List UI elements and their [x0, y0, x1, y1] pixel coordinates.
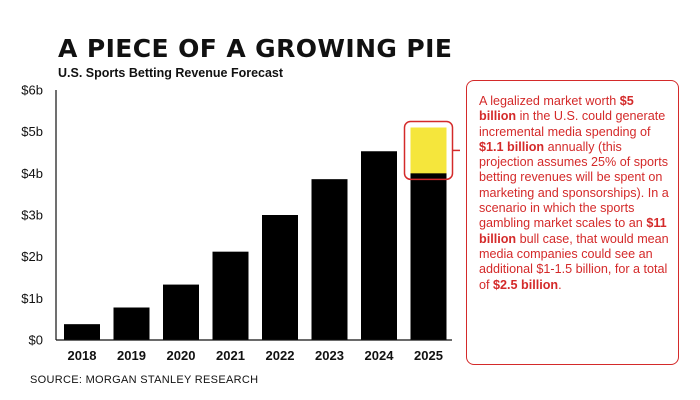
bar-2020: [163, 284, 199, 340]
y-tick-label: $0: [29, 333, 43, 348]
y-tick-label: $2b: [21, 249, 43, 264]
callout-text-segment: in the U.S. could generate incremental m…: [479, 109, 666, 139]
bar-2023: [311, 179, 348, 340]
y-tick-label: $4b: [21, 166, 43, 181]
x-tick-label: 2023: [315, 348, 344, 363]
y-tick-label: $6b: [21, 83, 43, 98]
x-tick-label: 2019: [117, 348, 146, 363]
bar-2024: [361, 151, 397, 340]
callout-box: A legalized market worth $5 billion in t…: [466, 80, 679, 365]
bar-highlight-2025: [410, 127, 447, 174]
x-tick-label: 2025: [414, 348, 443, 363]
callout-text-segment: bull case, that would mean media compani…: [479, 231, 669, 292]
y-tick-label: $5b: [21, 124, 43, 139]
callout-text-segment: .: [558, 277, 562, 292]
x-tick-label: 2024: [365, 348, 395, 363]
chart-subtitle: U.S. Sports Betting Revenue Forecast: [58, 66, 284, 80]
y-tick-label: $3b: [21, 208, 43, 223]
bar-2022: [262, 215, 298, 340]
source-note: SOURCE: MORGAN STANLEY RESEARCH: [30, 374, 259, 386]
chart-title: A PIECE OF A GROWING PIE: [58, 34, 453, 63]
x-tick-label: 2018: [68, 348, 97, 363]
bar-chart: $0 $1b $2b $3b $4b $5b $6b 2018 2019 2020 2021 202…: [21, 83, 460, 363]
bar-2018: [64, 324, 100, 340]
callout-highlight-figure: $1.1 billion: [479, 139, 545, 154]
bar-2019: [113, 307, 150, 340]
bar-2021: [212, 251, 249, 340]
x-tick-label: 2021: [216, 348, 245, 363]
x-tick-label: 2020: [167, 348, 196, 363]
x-tick-label: 2022: [266, 348, 295, 363]
callout-text-segment: A legalized market worth: [479, 94, 620, 108]
callout-highlight-figure: $2.5 billion: [493, 277, 559, 292]
callout-text-segment: annually (this projection assumes 25% of…: [479, 139, 669, 231]
callout-highlight-figure: $5 billion: [479, 94, 634, 124]
callout-text: A legalized market worth $5 billion in t…: [479, 94, 670, 293]
y-tick-label: $1b: [21, 291, 43, 306]
callout-highlight-figure: $11 billion: [479, 216, 667, 246]
